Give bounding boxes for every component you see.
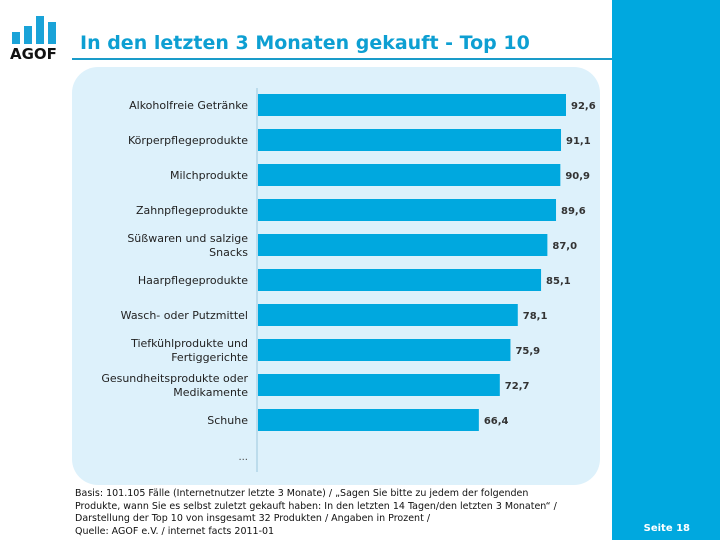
category-label: Süßwaren und salzige (127, 232, 248, 245)
category-label: Haarpflegeprodukte (138, 274, 248, 287)
category-label: Alkoholfreie Getränke (129, 99, 248, 112)
footnote-line: Produkte, wann Sie es selbst zuletzt gek… (75, 500, 557, 512)
page-number: Seite 18 (643, 523, 690, 534)
bar (258, 94, 566, 116)
value-label: 66,4 (484, 416, 509, 427)
footnote-line: Darstellung der Top 10 von insgesamt 32 … (75, 513, 431, 524)
bar (258, 374, 500, 396)
more-label: ... (238, 452, 248, 463)
sidebar-band: Seite 18 (612, 0, 720, 540)
value-label: 90,9 (565, 171, 590, 182)
category-label: Zahnpflegeprodukte (136, 204, 248, 217)
value-label: 75,9 (515, 346, 540, 357)
footnote-line: Quelle: AGOF e.V. / internet facts 2011-… (75, 525, 275, 537)
value-label: 89,6 (561, 206, 586, 217)
bar (258, 129, 562, 151)
agof-logo: AGOF (10, 16, 57, 62)
bar (258, 234, 548, 256)
category-label: Milchprodukte (170, 169, 248, 182)
svg-text:AGOF: AGOF (10, 45, 57, 62)
category-label: Tiefkühlprodukte und (130, 337, 248, 350)
category-label: Gesundheitsprodukte oder (101, 372, 248, 385)
value-label: 87,0 (552, 241, 577, 252)
bar (258, 164, 561, 186)
category-label: Wasch- oder Putzmittel (121, 309, 248, 322)
bar (258, 199, 557, 221)
category-label: Körperpflegeprodukte (128, 134, 248, 147)
value-label: 92,6 (571, 101, 596, 112)
category-label: Schuhe (207, 414, 248, 427)
page-title: In den letzten 3 Monaten gekauft - Top 1… (80, 32, 530, 54)
footnote: Basis: 101.105 Fälle (Internetnutzer let… (75, 488, 557, 538)
category-label: Snacks (209, 246, 248, 259)
value-label: 85,1 (546, 276, 571, 287)
bar (258, 409, 479, 431)
footnote-line: Basis: 101.105 Fälle (Internetnutzer let… (75, 488, 529, 499)
title-divider (72, 58, 612, 60)
bar (258, 269, 542, 291)
bar (258, 339, 511, 361)
value-label: 78,1 (523, 311, 548, 322)
value-label: 91,1 (566, 136, 591, 147)
value-label: 72,7 (505, 381, 530, 392)
category-label: Fertiggerichte (171, 351, 248, 364)
bar (258, 304, 518, 326)
category-label: Medikamente (173, 386, 248, 399)
